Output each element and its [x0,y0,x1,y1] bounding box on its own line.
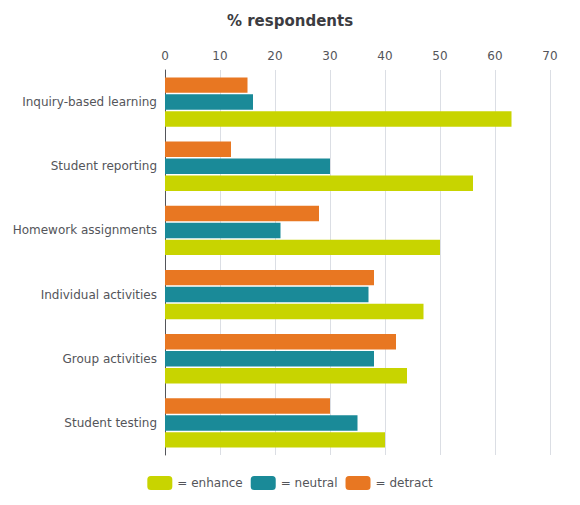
svg-text:% respondents: % respondents [227,12,353,30]
svg-text:0: 0 [161,49,169,63]
svg-text:= detract: = detract [376,476,433,490]
svg-text:Individual activities: Individual activities [41,288,157,302]
svg-text:60: 60 [487,49,502,63]
svg-text:Inquiry-based learning: Inquiry-based learning [22,95,157,109]
svg-text:= enhance: = enhance [177,476,242,490]
svg-text:30: 30 [322,49,337,63]
svg-text:50: 50 [432,49,447,63]
svg-text:70: 70 [542,49,557,63]
svg-text:Student reporting: Student reporting [51,159,157,173]
svg-text:Student testing: Student testing [64,416,157,430]
svg-text:40: 40 [377,49,392,63]
svg-text:= neutral: = neutral [281,476,338,490]
svg-text:Homework assignments: Homework assignments [13,223,157,237]
svg-text:20: 20 [267,49,282,63]
svg-text:10: 10 [212,49,227,63]
svg-text:Group activities: Group activities [63,352,157,366]
